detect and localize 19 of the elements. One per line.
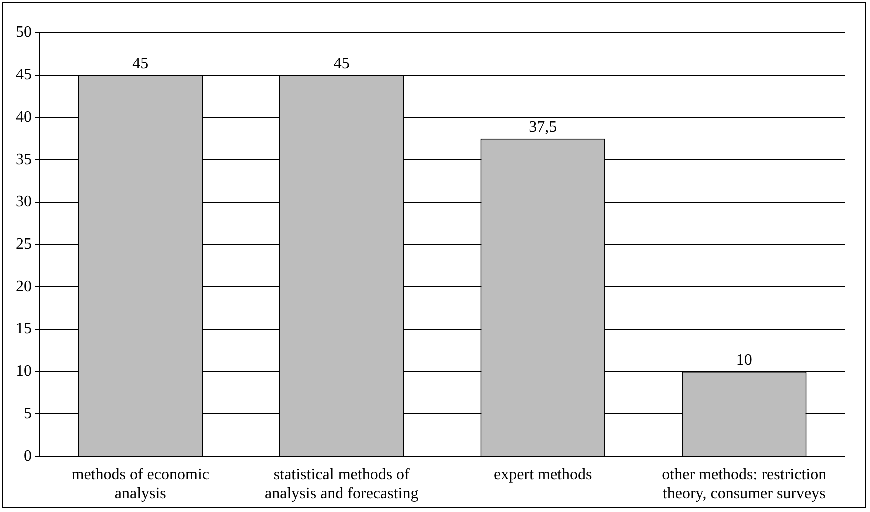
- data-label: 37,5: [529, 119, 558, 136]
- y-tick-label: 5: [24, 405, 32, 422]
- y-tick-label: 20: [16, 278, 32, 296]
- y-tick-label: 40: [16, 108, 32, 126]
- y-tick-label: 45: [16, 66, 32, 84]
- y-tick-label: 15: [16, 320, 32, 338]
- data-label: 45: [334, 56, 350, 73]
- x-tick-label: other methods: restriction theory, consumer surveys: [662, 466, 827, 503]
- y-tick-label: 35: [16, 151, 32, 168]
- y-tick-label: 30: [16, 194, 32, 211]
- data-label: 45: [132, 56, 149, 73]
- x-tick-label: expert methods: [494, 466, 592, 484]
- y-tick-label: 10: [16, 363, 32, 380]
- x-tick-label: statistical methods of analysis and forecasting: [265, 466, 419, 503]
- y-tick-label: 50: [16, 24, 32, 42]
- y-tick-label: 0: [24, 448, 32, 465]
- data-label: 10: [736, 352, 752, 370]
- x-tick-label: methods of economic analysis: [72, 466, 210, 503]
- y-tick-label: 25: [16, 236, 32, 254]
